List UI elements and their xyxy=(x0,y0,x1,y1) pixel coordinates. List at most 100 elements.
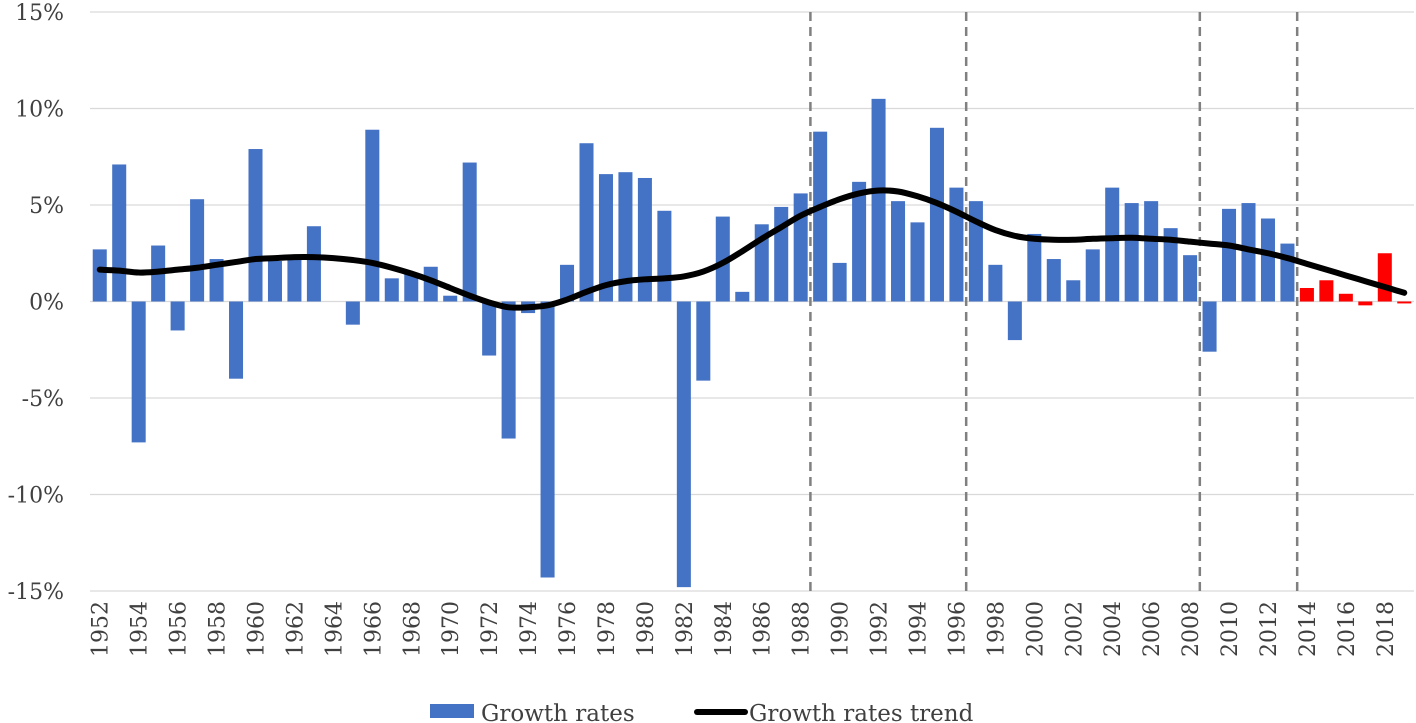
bar-1960 xyxy=(248,149,263,302)
bar-1998 xyxy=(988,264,1003,302)
x-tick-label: 2012 xyxy=(1257,601,1282,657)
x-axis-tick-labels: 1952 1954 1956 1958 1960 1962 1964 1966 1968 1970… xyxy=(89,601,1399,657)
bar-1971 xyxy=(462,162,477,302)
bar-1965 xyxy=(345,301,360,325)
bar-1969 xyxy=(423,266,438,302)
x-tick-label: 1992 xyxy=(868,601,893,657)
y-tick-label: 0% xyxy=(29,291,64,316)
bar-2017 xyxy=(1358,301,1373,306)
bar-1979 xyxy=(618,172,633,302)
bar-1952 xyxy=(92,249,107,302)
bar-1957 xyxy=(190,199,205,302)
legend: Growth rates Growth rates trend xyxy=(430,701,974,723)
bar-1990 xyxy=(832,262,847,302)
x-tick-label: 1980 xyxy=(634,601,659,657)
bar-2005 xyxy=(1124,203,1139,302)
x-tick-label: 2010 xyxy=(1218,601,1243,657)
bar-2015 xyxy=(1319,280,1334,302)
bar-1992 xyxy=(871,98,886,302)
bar-1966 xyxy=(365,129,380,302)
bar-1981 xyxy=(657,210,672,302)
x-tick-label: 1960 xyxy=(245,601,270,657)
bar-1993 xyxy=(891,201,906,302)
legend-bar-label: Growth rates xyxy=(481,701,635,723)
bar-1991 xyxy=(852,181,867,302)
growth-rate-bars xyxy=(92,98,1412,588)
x-tick-label: 2002 xyxy=(1062,601,1087,657)
bar-1959 xyxy=(229,301,244,379)
bar-2000 xyxy=(1027,233,1042,302)
bar-1994 xyxy=(910,222,925,302)
bar-1989 xyxy=(813,131,828,302)
x-tick-label: 1952 xyxy=(89,601,114,657)
x-tick-label: 1970 xyxy=(439,601,464,657)
bar-1961 xyxy=(267,260,282,302)
bar-2002 xyxy=(1066,280,1081,302)
bar-1995 xyxy=(929,127,944,302)
bar-1977 xyxy=(579,143,594,302)
bar-2006 xyxy=(1144,201,1159,302)
bar-2018 xyxy=(1377,253,1392,302)
bar-2001 xyxy=(1046,259,1061,302)
y-tick-label: 15% xyxy=(15,1,64,26)
y-tick-label: -10% xyxy=(8,484,64,509)
y-axis-tick-labels: 15% 10% 5% 0% -5% -10% -15% xyxy=(8,1,64,605)
bar-1967 xyxy=(384,278,399,302)
bar-1978 xyxy=(598,174,613,302)
bar-2019 xyxy=(1397,301,1412,304)
x-tick-label: 2000 xyxy=(1023,601,1048,657)
x-tick-label: 2016 xyxy=(1335,601,1360,657)
bar-2010 xyxy=(1222,208,1237,302)
x-tick-label: 1976 xyxy=(556,601,581,657)
x-tick-label: 2006 xyxy=(1140,601,1165,657)
x-tick-label: 1966 xyxy=(361,601,386,657)
bar-2016 xyxy=(1338,293,1353,302)
bar-1968 xyxy=(404,272,419,302)
bar-1982 xyxy=(676,301,691,588)
bar-1984 xyxy=(715,216,730,302)
bar-2012 xyxy=(1260,218,1275,302)
x-tick-label: 1982 xyxy=(673,601,698,657)
bar-1958 xyxy=(209,259,224,302)
bar-1985 xyxy=(735,291,750,302)
x-tick-label: 1964 xyxy=(322,601,347,657)
x-tick-label: 1978 xyxy=(595,601,620,657)
x-tick-label: 1972 xyxy=(478,601,503,657)
x-tick-label: 1954 xyxy=(128,601,153,657)
bar-2014 xyxy=(1299,287,1314,302)
bar-1963 xyxy=(306,226,321,302)
y-tick-label: -15% xyxy=(8,580,64,605)
trend-line xyxy=(96,187,1408,311)
x-tick-label: 1990 xyxy=(829,601,854,657)
y-tick-label: -5% xyxy=(22,387,64,412)
bar-1970 xyxy=(443,295,458,302)
bar-2008 xyxy=(1183,255,1198,302)
x-tick-label: 1998 xyxy=(984,601,1009,657)
bar-1962 xyxy=(287,259,302,302)
bar-1956 xyxy=(170,301,185,331)
bar-2007 xyxy=(1163,228,1178,302)
x-tick-label: 2004 xyxy=(1101,601,1126,657)
x-tick-label: 2014 xyxy=(1296,601,1321,657)
bar-2004 xyxy=(1105,187,1120,302)
bar-1988 xyxy=(793,193,808,302)
trend-line-group xyxy=(96,187,1408,311)
period-divider-lines xyxy=(809,12,1299,591)
bar-1975 xyxy=(540,301,555,578)
bar-2013 xyxy=(1280,243,1295,302)
bar-1983 xyxy=(696,301,711,381)
x-tick-label: 1984 xyxy=(712,601,737,657)
y-tick-label: 5% xyxy=(29,194,64,219)
x-tick-label: 2018 xyxy=(1374,601,1399,657)
x-tick-label: 1986 xyxy=(751,601,776,657)
x-tick-label: 1974 xyxy=(517,601,542,657)
x-tick-label: 1968 xyxy=(400,601,425,657)
x-tick-label: 1958 xyxy=(206,601,231,657)
bar-1972 xyxy=(482,301,497,356)
bar-1980 xyxy=(637,177,652,302)
x-tick-label: 1996 xyxy=(945,601,970,657)
x-tick-label: 1994 xyxy=(907,601,932,657)
x-tick-label: 2008 xyxy=(1179,601,1204,657)
bar-2009 xyxy=(1202,301,1217,352)
